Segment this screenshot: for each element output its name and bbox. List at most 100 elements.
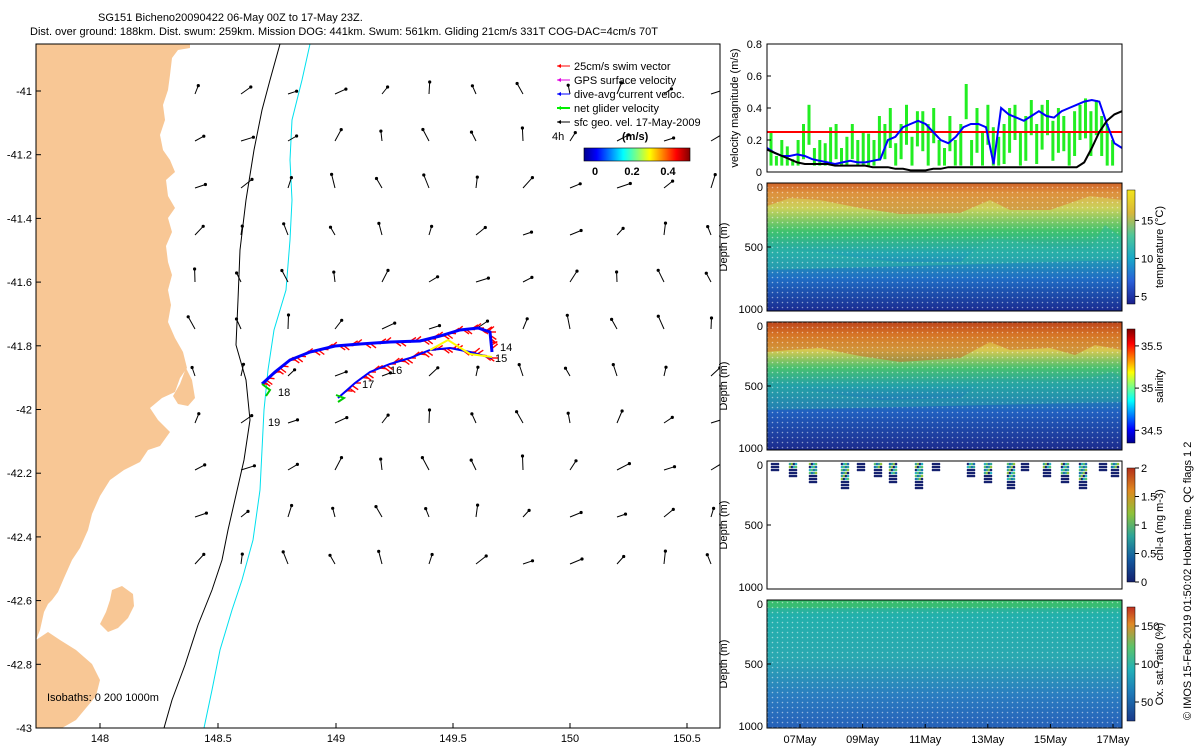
chl-sample [790,474,794,478]
chl-sample [844,480,848,484]
sfc-velocity-arrowhead [252,464,256,468]
sfc-velocity-arrow [240,415,252,424]
chl-sample [935,465,939,469]
sfc-velocity-arrowhead [295,89,299,93]
chl-sample [1012,486,1016,490]
chl-sample [1064,468,1068,472]
sfc-velocity-arrow [566,315,571,330]
sfc-velocity-arrow [663,180,673,189]
swim-vector [382,366,390,372]
sfc-velocity-arrow [710,90,720,95]
tasmania-land [36,44,190,640]
chl-sample [842,468,846,472]
chl-sample [972,465,976,469]
chl-sample [1078,477,1082,481]
sfc-velocity-arrowhead [628,181,632,186]
chl-sample [840,486,844,490]
chl-sample [1048,462,1052,466]
chl-sample [877,462,881,466]
sfc-velocity-arrow [240,554,243,565]
sfc-velocity-arrowhead [515,81,519,86]
chl-sample [1012,477,1016,481]
sfc-velocity-arrowhead [621,226,625,230]
chl-sample [914,465,918,469]
chl-sample [840,468,844,472]
chl-sample [1080,480,1084,484]
chl-sample [983,477,987,481]
chl-sample [918,486,922,490]
chl-sample [1080,486,1084,490]
chl-sample [840,465,844,469]
chl-sample [1048,474,1052,478]
chl-sample [916,474,920,478]
isobath-1000m [203,44,311,728]
sfc-velocity-arrowhead [379,457,383,461]
chl-sample [920,486,924,490]
map-axes: 148 148.5 149 149.5 150 150.5-41-41.2-41.4-41… [7,86,701,745]
sfc-velocity-arrowhead [204,511,208,515]
chl-sample [914,474,918,478]
map-ytick-label: -41.4 [7,213,32,225]
chl-sample [794,474,798,478]
sfc-velocity-arrowhead [669,87,674,91]
chl-sample [970,468,974,472]
chl-sample [1044,471,1048,475]
sfc-velocity-arrowhead [330,172,334,176]
sfc-velocity-arrow [663,551,666,565]
colorbar-tick-label: 10 [1141,253,1153,265]
chl-sample [968,471,972,475]
date-tick-label: 07May [783,734,817,746]
chl-sample [875,468,879,472]
sfc-velocity-arrow [522,455,524,471]
track-label-15: 15 [495,353,507,365]
chl-sample [1098,462,1102,466]
sfc-velocity-arrowhead [483,225,487,230]
chl-sample [972,471,976,475]
depth-tick-label: 1000 [739,304,763,316]
sfc-velocity-arrowhead [437,324,442,328]
sfc-velocity-arrow [612,364,618,377]
sfc-velocity-arrowhead [340,318,344,322]
chl-sample [1112,474,1116,478]
sfc-velocity-arrow [475,177,478,189]
chl-sample [812,474,816,478]
chl-sample [1110,474,1114,478]
track-yellow-leg [429,338,493,358]
map-ytick-label: -41 [16,86,32,98]
chl-sample [862,462,866,466]
chl-sample [814,474,818,478]
sfc-velocity-arrowhead [672,465,677,469]
chl-sample [1020,465,1024,469]
map-ytick-label: -43 [16,723,32,735]
sfc-velocity-arrowhead [377,221,381,225]
chl-sample [983,462,987,466]
chl-sample [1010,483,1014,487]
chl-sample [790,462,794,466]
sfc-velocity-arrow [283,223,289,236]
colorbar-tick-label: 35 [1141,383,1153,395]
chl-sample [1078,462,1082,466]
sfc-velocity-arrow [569,558,583,565]
chl-sample [1046,474,1050,478]
sfc-velocity-arrowhead [430,552,434,557]
sfc-velocity-arrow [475,277,489,283]
salinity-panel [766,321,1136,451]
chl-sample [989,465,993,469]
chl-sample [1046,462,1050,466]
chl-sample [810,462,814,466]
chl-sample [1024,468,1028,472]
sfc-velocity-arrowhead [619,81,624,85]
chl-sample [879,462,883,466]
chl-sample [987,480,991,484]
forestier-land [36,632,100,728]
sfc-velocity-arrow [376,178,383,189]
chl-sample [772,468,776,472]
chl-sample [814,477,818,481]
sfc-velocity-arrow [334,457,342,471]
chl-sample [860,468,864,472]
sfc-velocity-arrowhead [281,550,285,554]
sfc-velocity-arrowhead [656,314,660,318]
chl-sample [937,468,941,472]
chl-sample [873,462,877,466]
